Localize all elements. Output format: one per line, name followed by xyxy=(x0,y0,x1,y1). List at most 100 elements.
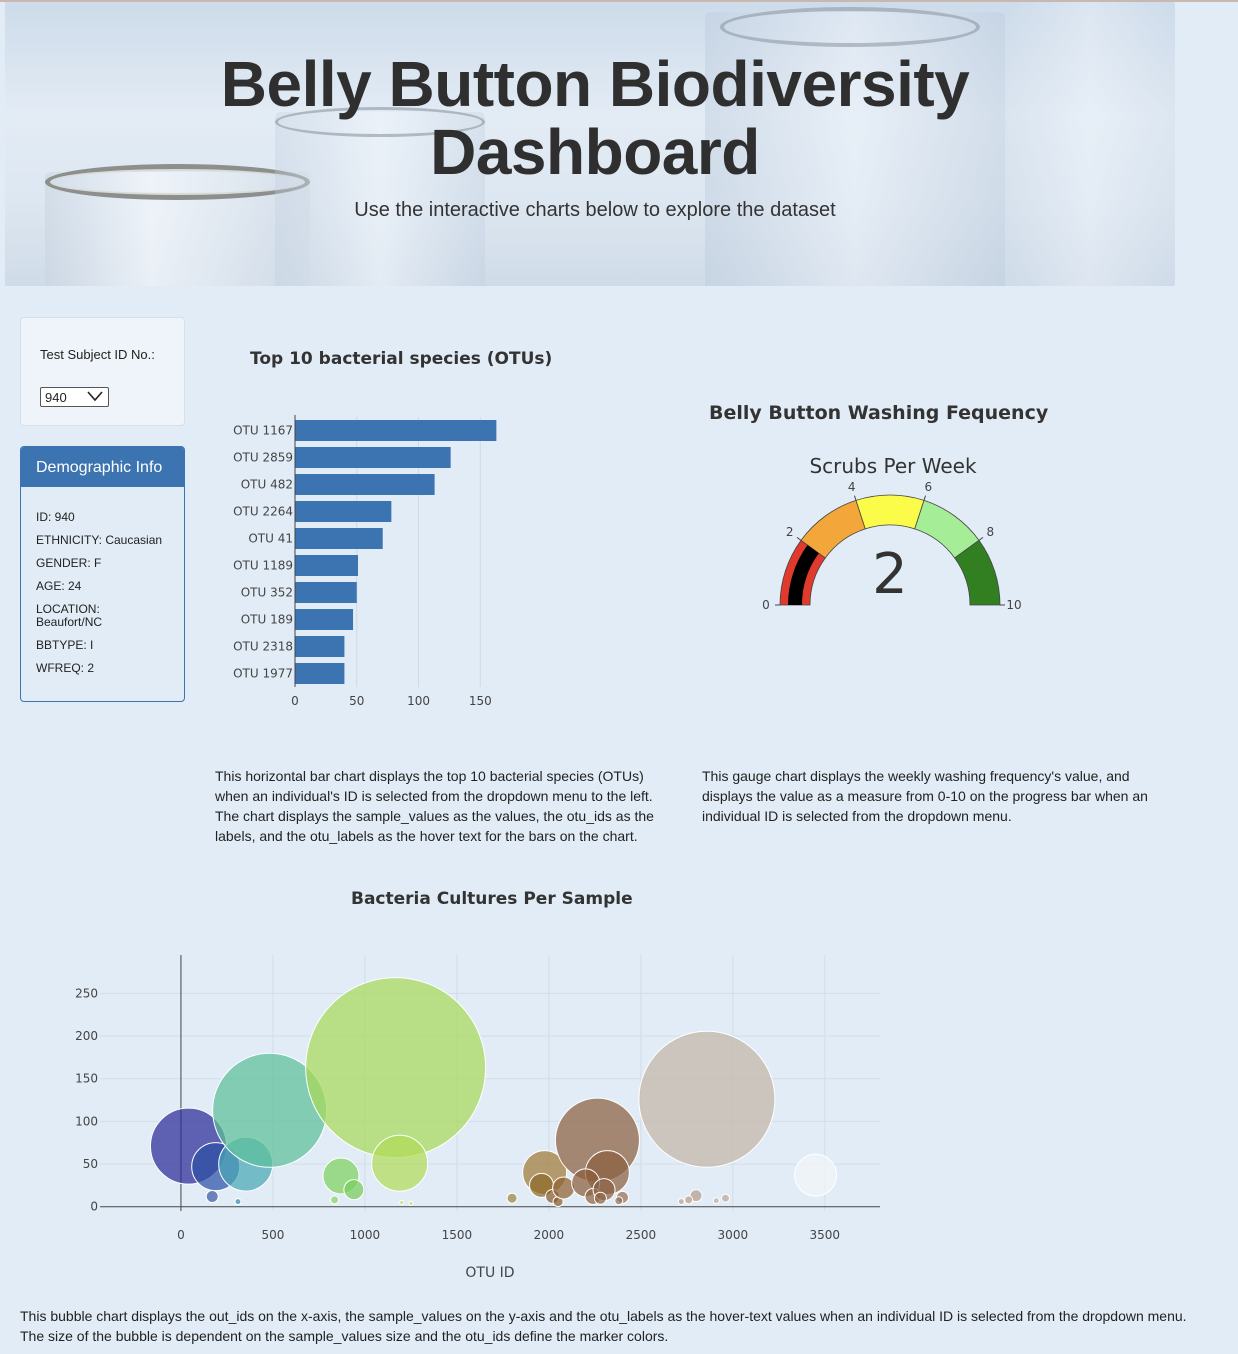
bubble-otu-1800 xyxy=(506,1192,518,1204)
bubble-otu-2720 xyxy=(677,1198,685,1206)
demographic-location: LOCATION: Beaufort/NC xyxy=(36,602,103,629)
bar-category-label: OTU 41 xyxy=(248,532,293,546)
demographic-bbtype: BBTYPE: I xyxy=(36,638,94,652)
bubble-otu-1250 xyxy=(408,1200,414,1206)
bar-chart-description: This horizontal bar chart displays the t… xyxy=(215,768,654,844)
gauge-tick-label: 4 xyxy=(848,480,856,494)
bar-otu-1977 xyxy=(295,663,345,684)
subject-id-selected: 940 xyxy=(45,390,67,405)
bubble-x-tick-label: 500 xyxy=(261,1228,284,1242)
gauge-chart-title: Belly Button Washing Fequency xyxy=(709,402,1049,424)
bubble-otu-940 xyxy=(343,1179,365,1201)
demographic-list: ID: 940 ETHNICITY: Caucasian GENDER: F A… xyxy=(21,487,184,675)
gauge-value-bar xyxy=(788,545,819,605)
bar-category-label: OTU 482 xyxy=(241,478,293,492)
bubble-otu-2760 xyxy=(684,1195,694,1205)
gauge-tick-label: 8 xyxy=(986,525,994,539)
demographic-panel: Demographic Info ID: 940 ETHNICITY: Cauc… xyxy=(20,446,185,702)
gauge-value: 2 xyxy=(872,542,908,607)
bar-category-label: OTU 1167 xyxy=(233,424,293,438)
gauge-tick xyxy=(853,495,857,501)
bar-category-label: OTU 189 xyxy=(241,613,293,627)
page-title: Belly Button Biodiversity Dashboard xyxy=(220,48,970,188)
gauge-chart-description: This gauge chart displays the weekly was… xyxy=(702,768,1148,824)
top-border xyxy=(0,0,1238,2)
bar-chart-title: Top 10 bacterial species (OTUs) xyxy=(250,349,553,369)
bubble-x-tick-label: 1500 xyxy=(442,1228,473,1242)
bubble-otu-2859 xyxy=(638,1030,776,1168)
bubble-otu-1167 xyxy=(305,977,487,1159)
bar-otu-1189 xyxy=(295,555,358,576)
banner-beaker-right xyxy=(705,12,1005,286)
bubble-otu-1189 xyxy=(371,1134,429,1192)
bubble-otu-170 xyxy=(205,1189,219,1203)
gauge-step-4 xyxy=(954,539,1001,606)
gauge-tick-label: 2 xyxy=(786,525,794,539)
bubble-chart-description: This bubble chart displays the out_ids o… xyxy=(20,1308,1187,1344)
bubble-otu-2280 xyxy=(593,1191,607,1205)
bubble-x-tick-label: 3500 xyxy=(810,1228,841,1242)
bar-x-tick-label: 0 xyxy=(291,694,299,708)
bar-otu-189 xyxy=(295,609,354,630)
bar-category-label: OTU 352 xyxy=(241,586,293,600)
bubble-otu-2960 xyxy=(720,1193,730,1203)
gauge-tick xyxy=(923,495,927,501)
bubble-y-tick-label: 50 xyxy=(83,1157,98,1171)
bar-otu-1167 xyxy=(295,420,497,441)
bubble-y-tick-label: 250 xyxy=(75,986,98,1000)
bar-otu-352 xyxy=(295,582,357,603)
bar-otu-41 xyxy=(295,528,383,549)
bubble-y-tick-label: 200 xyxy=(75,1029,98,1043)
bubble-otu-2910 xyxy=(712,1197,720,1205)
banner-beaker-rim-middle xyxy=(275,107,485,137)
gauge-step-2 xyxy=(855,494,925,530)
chevron-down-icon xyxy=(87,391,103,402)
bar-otu-2859 xyxy=(295,447,451,468)
gauge-tick xyxy=(978,537,984,541)
bubble-x-tick-label: 1000 xyxy=(350,1228,381,1242)
bar-category-label: OTU 2318 xyxy=(233,640,293,654)
header-banner: Belly Button Biodiversity Dashboard Use … xyxy=(5,2,1175,286)
bar-category-label: OTU 1977 xyxy=(233,667,293,681)
bubble-otu-2380 xyxy=(614,1196,624,1206)
banner-beaker-rim-right xyxy=(720,7,980,47)
bubble-otu-1200 xyxy=(399,1199,405,1205)
gauge-tick-label: 6 xyxy=(924,480,932,494)
bar-category-label: OTU 1189 xyxy=(233,559,293,573)
gauge-tick-label: 0 xyxy=(762,598,770,612)
bubble-y-tick-label: 100 xyxy=(75,1114,98,1128)
bar-category-label: OTU 2859 xyxy=(233,451,293,465)
subject-selector-label: Test Subject ID No.: xyxy=(40,347,155,362)
bubble-x-tick-label: 0 xyxy=(177,1228,185,1242)
bubble-x-axis-label: OTU ID xyxy=(465,1265,514,1281)
gauge-tick-label: 10 xyxy=(1006,598,1021,612)
bar-chart[interactable]: 0 50 100 150 OTU 1167 OTU 2859 OTU 482 OTU 2264… xyxy=(220,410,520,710)
bar-otu-482 xyxy=(295,474,435,495)
bubble-y-tick-label: 0 xyxy=(90,1200,98,1214)
bubble-chart-title: Bacteria Cultures Per Sample xyxy=(351,889,633,909)
subject-id-dropdown[interactable]: 940 xyxy=(40,387,109,407)
page-subtitle: Use the interactive charts below to expl… xyxy=(354,199,836,221)
bubble-otu-835 xyxy=(330,1195,340,1205)
bubble-otu-3450 xyxy=(794,1153,838,1197)
bubble-y-tick-label: 150 xyxy=(75,1072,98,1086)
subject-selector-panel: Test Subject ID No.: 940 xyxy=(20,317,185,426)
bubble-x-tick-label: 2000 xyxy=(534,1228,565,1242)
banner-beaker-far-right xyxy=(1005,2,1175,286)
bubble-x-tick-label: 2500 xyxy=(626,1228,657,1242)
demographic-gender: GENDER: F xyxy=(36,556,102,570)
bar-otu-2264 xyxy=(295,501,392,522)
demographic-id: ID: 940 xyxy=(36,510,75,524)
gauge-chart[interactable]: Scrubs Per Week 0 2 4 6 8 10 2 xyxy=(750,450,1040,620)
bubble-otu-2080 xyxy=(552,1176,576,1200)
bubble-x-tick-label: 3000 xyxy=(718,1228,749,1242)
demographic-title: Demographic Info xyxy=(21,447,184,487)
banner-beaker-middle xyxy=(275,112,485,286)
demographic-ethnicity: ETHNICITY: Caucasian xyxy=(36,533,163,547)
bar-x-tick-label: 50 xyxy=(349,694,364,708)
bar-otu-2318 xyxy=(295,636,345,657)
demographic-wfreq: WFREQ: 2 xyxy=(36,661,95,675)
demographic-age: AGE: 24 xyxy=(36,579,82,593)
bar-x-tick-label: 150 xyxy=(469,694,492,708)
